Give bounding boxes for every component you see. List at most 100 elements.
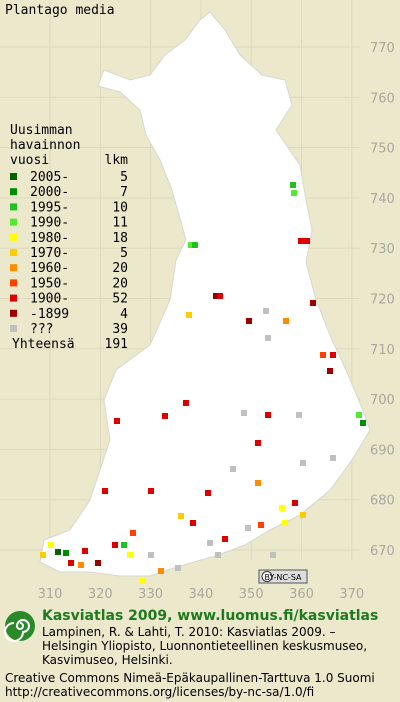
occurrence-square xyxy=(188,242,194,248)
occurrence-square xyxy=(82,548,88,554)
occurrence-square xyxy=(215,552,221,558)
y-coord-label: 710 xyxy=(370,343,395,358)
occurrence-square xyxy=(213,293,219,299)
occurrence-square xyxy=(279,505,285,511)
legend-label: 1990- xyxy=(30,216,69,231)
legend-total: 191 xyxy=(105,337,128,352)
legend-swatch xyxy=(10,173,17,180)
occurrence-square xyxy=(265,335,271,341)
occurrence-square xyxy=(300,512,306,518)
y-coord-label: 740 xyxy=(370,192,395,207)
occurrence-square xyxy=(282,520,288,526)
legend-total-label: Yhteensä xyxy=(12,337,75,352)
title: Plantago media xyxy=(5,3,115,18)
legend-label: 1960- xyxy=(30,261,69,276)
occurrence-square xyxy=(178,513,184,519)
occurrence-square xyxy=(102,488,108,494)
occurrence-square xyxy=(63,550,69,556)
occurrence-square xyxy=(241,410,247,416)
occurrence-square xyxy=(217,293,223,299)
citation-line: Lampinen, R. & Lahti, T. 2010: Kasviatla… xyxy=(42,625,336,639)
occurrence-square xyxy=(48,542,54,548)
finland-outline xyxy=(39,11,371,577)
x-coord-label: 340 xyxy=(188,587,213,602)
occurrence-square xyxy=(300,460,306,466)
x-coord-label: 360 xyxy=(289,587,314,602)
occurrence-square xyxy=(40,552,46,558)
occurrence-square xyxy=(68,560,74,566)
legend-swatch xyxy=(10,309,17,317)
license-badge: BY-NC-SA xyxy=(258,569,308,584)
legend-count: 52 xyxy=(112,292,128,307)
legend-swatch xyxy=(10,233,17,241)
y-coord-label: 750 xyxy=(370,142,395,157)
occurrence-square xyxy=(263,308,269,314)
occurrence-square xyxy=(148,552,154,558)
legend-label: 1980- xyxy=(30,231,69,246)
occurrence-square xyxy=(258,522,264,528)
legend-header: Uusimman xyxy=(10,123,73,138)
occurrence-square xyxy=(296,412,302,418)
occurrence-square xyxy=(186,312,192,318)
occurrence-square xyxy=(230,466,236,472)
occurrence-square xyxy=(255,480,261,486)
x-coord-label: 370 xyxy=(339,587,364,602)
occurrence-square xyxy=(95,560,101,566)
y-coord-label: 730 xyxy=(370,242,395,257)
license-line: http://creativecommons.org/licenses/by-n… xyxy=(5,685,314,699)
legend-count: 5 xyxy=(120,246,128,261)
legend-header: vuosi xyxy=(10,153,49,168)
occurrence-square xyxy=(327,368,333,374)
footer-heading: Kasviatlas 2009, www.luomus.fi/kasviatla… xyxy=(42,608,378,624)
occurrence-square xyxy=(330,455,336,461)
legend-count: 5 xyxy=(120,170,128,185)
license-line: Creative Commons Nimeä-Epäkaupallinen-Ta… xyxy=(5,671,375,685)
occurrence-squares xyxy=(40,182,366,584)
legend-label: 2000- xyxy=(30,185,69,200)
y-coord-label: 770 xyxy=(370,41,395,56)
occurrence-square xyxy=(78,562,84,568)
occurrence-square xyxy=(207,540,213,546)
legend-swatch xyxy=(10,203,17,211)
occurrence-square xyxy=(175,565,181,571)
occurrence-square xyxy=(183,400,189,406)
y-coord-label: 690 xyxy=(370,443,395,458)
occurrence-square xyxy=(158,568,164,574)
occurrence-square xyxy=(246,318,252,324)
legend-label: 1950- xyxy=(30,276,69,291)
occurrence-square xyxy=(290,182,296,188)
badge-text: BY-NC-SA xyxy=(264,573,302,582)
y-coord-label: 700 xyxy=(370,393,395,408)
legend-count: 4 xyxy=(120,307,128,322)
occurrence-square xyxy=(192,242,198,248)
legend-label: 1995- xyxy=(30,200,69,215)
legend-count: 11 xyxy=(112,216,128,231)
citation-line: Kasvimuseo, Helsinki. xyxy=(42,653,173,667)
legend-count: 18 xyxy=(112,231,128,246)
occurrence-square xyxy=(127,552,133,558)
occurrence-square xyxy=(112,542,118,548)
y-coord-label: 670 xyxy=(370,544,395,559)
occurrence-square xyxy=(55,549,61,555)
legend-count: 39 xyxy=(112,322,128,337)
occurrence-square xyxy=(270,552,276,558)
occurrence-square xyxy=(310,300,316,306)
x-coord-label: 350 xyxy=(239,587,264,602)
occurrence-square xyxy=(140,578,146,584)
legend-swatch xyxy=(10,218,17,226)
occurrence-square xyxy=(121,542,127,548)
occurrence-square xyxy=(283,318,289,324)
legend-header: havainnon xyxy=(10,138,80,153)
legend-label: 1970- xyxy=(30,246,69,261)
occurrence-square xyxy=(304,238,310,244)
occurrence-square xyxy=(356,412,362,418)
occurrence-square xyxy=(205,490,211,496)
occurrence-square xyxy=(320,352,326,358)
legend-count-header: lkm xyxy=(105,153,129,168)
legend-count: 20 xyxy=(112,261,128,276)
y-coord-label: 720 xyxy=(370,293,395,308)
x-coord-label: 330 xyxy=(138,587,163,602)
legend-label: 1900- xyxy=(30,292,69,307)
occurrence-square xyxy=(162,413,168,419)
occurrence-square xyxy=(114,418,120,424)
